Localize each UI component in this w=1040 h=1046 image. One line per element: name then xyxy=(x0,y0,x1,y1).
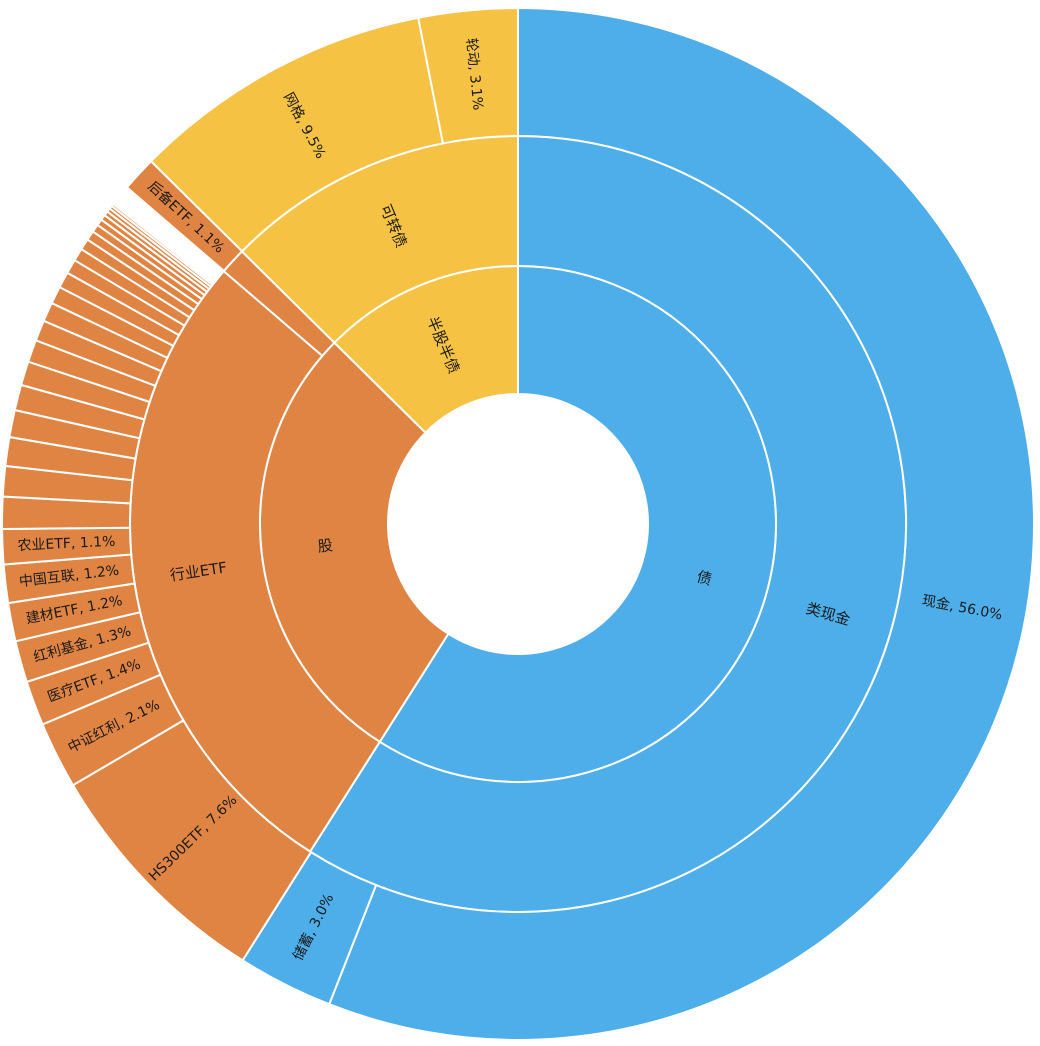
chart-segments xyxy=(1,6,1035,1041)
segment-ring3-轮动-3-1 xyxy=(417,6,519,145)
label-ring3-轮动-3-1: 轮动, 3.1% xyxy=(463,37,486,111)
segment-ring3-unlabeled-34 xyxy=(114,197,218,282)
label-ring3-农业ETF-1-1: 农业ETF, 1.1% xyxy=(17,534,116,554)
segment-ring3-现金-56-0 xyxy=(327,6,1035,1041)
label-ring1-债: 债 xyxy=(695,567,714,588)
label-ring1-股: 股 xyxy=(317,536,334,556)
